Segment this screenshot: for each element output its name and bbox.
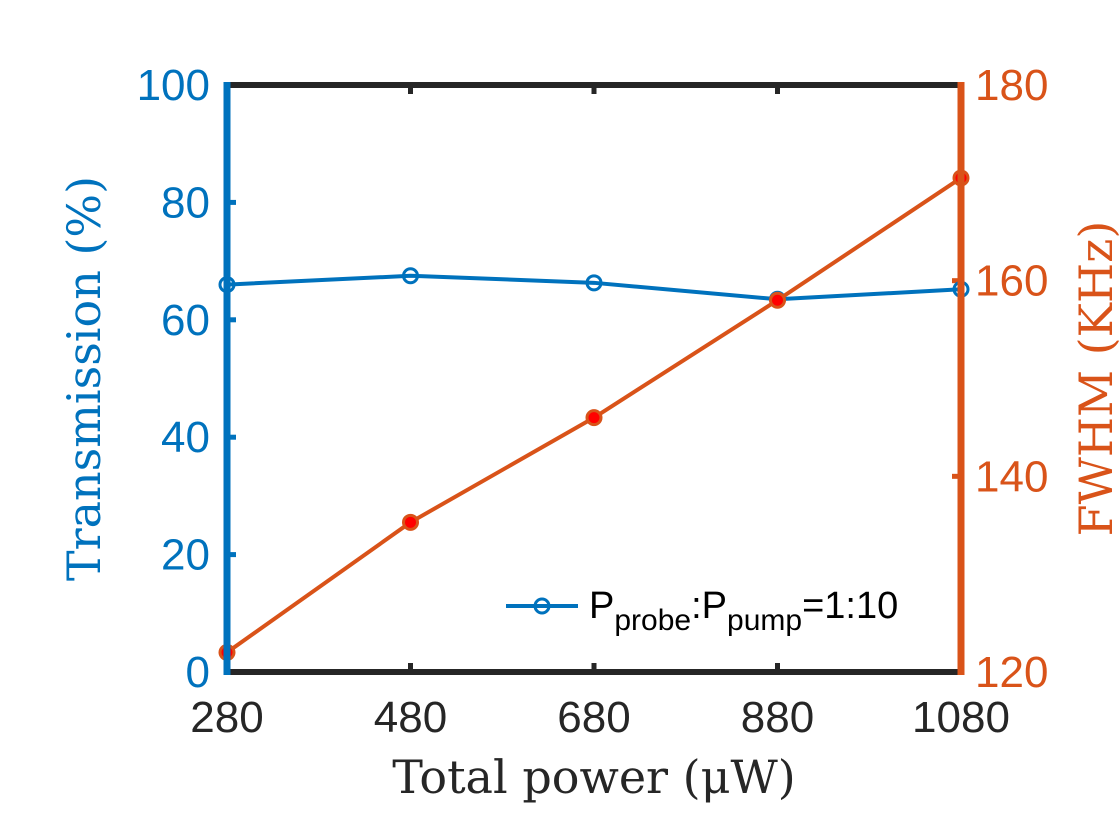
x-tick-label: 480 [374,693,447,742]
x-tick-label: 280 [190,693,263,742]
y-right-tick-label: 160 [975,257,1048,306]
series-point-1 [769,291,786,309]
y-left-axis-title: Transmission (%) [57,176,111,581]
legend-entry: Pprobe:Ppump=1:10 [589,585,898,637]
legend-sub1: probe [614,604,691,637]
y-right-tick-label: 120 [975,648,1048,697]
y-left-tick-label: 100 [137,61,210,110]
y-right-axis-title: FWHM (KHz) [1069,221,1120,537]
legend-ratio: =1:10 [802,585,898,627]
series-point-1 [402,513,419,531]
legend-colon: : [691,585,702,627]
series-point-1 [585,409,603,427]
legend-sub2: pump [727,604,802,637]
series-line-0 [226,273,962,302]
plot-background [227,85,961,672]
plot-area [227,85,961,672]
legend-p1: P [589,585,614,627]
y-left-tick-label: 0 [186,648,210,697]
legend-p2: P [702,585,727,627]
axis-labels: 280 480 680 880 1080 0 20 40 60 80 100 120 140 160 180… [57,61,1120,804]
y-right-tick-label: 180 [975,61,1048,110]
series-point-0 [585,274,603,292]
y-left-tick-label: 60 [161,296,210,345]
y-right-tick-label: 140 [975,452,1048,501]
x-tick-label: 680 [557,693,630,742]
y-left-tick-label: 20 [161,531,210,580]
plot-frame [223,82,965,675]
y-left-tick-label: 40 [161,413,210,462]
x-axis-title: Total power (μW) [392,750,795,804]
x-tick-label: 880 [741,693,814,742]
legend-marker-sample [533,597,551,615]
legend: Pprobe:Ppump=1:10 [506,585,898,637]
x-tick-label: 1080 [912,693,1010,742]
y-left-tick-label: 80 [161,178,210,227]
series-point-0 [402,267,419,285]
